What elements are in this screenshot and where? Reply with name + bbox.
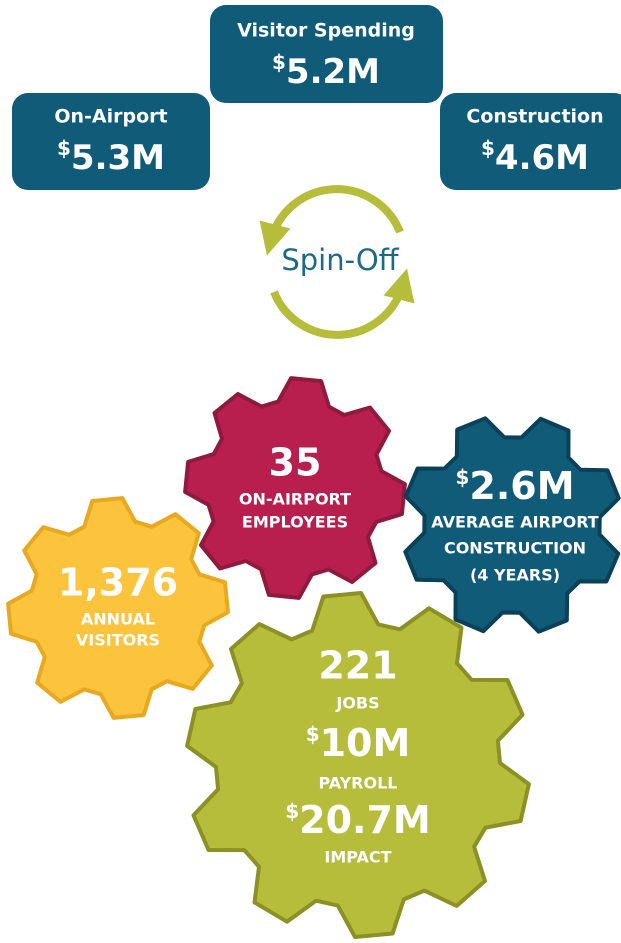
gear <box>183 376 407 600</box>
gear-label: PAYROLL <box>318 774 397 793</box>
gear-label: EMPLOYEES <box>242 513 348 532</box>
gear <box>403 416 621 634</box>
gear-label: IMPACT <box>324 848 391 867</box>
gear-label: JOBS <box>335 694 379 713</box>
box-value: $5.2M <box>272 50 380 92</box>
box <box>210 5 443 103</box>
gear <box>6 496 230 720</box>
cycle-arrow <box>270 268 415 339</box>
box <box>440 93 621 190</box>
cycle-arrow <box>259 185 404 256</box>
gear-value: $10M <box>306 721 411 765</box>
box-value: $4.6M <box>481 136 589 178</box>
box-label: On-Airport <box>54 106 167 128</box>
gear-label: VISITORS <box>76 631 160 650</box>
box <box>12 93 210 190</box>
gears <box>6 376 621 939</box>
gear-value: 35 <box>269 441 322 485</box>
gear-label: CONSTRUCTION <box>444 539 586 558</box>
box-value: $5.3M <box>57 136 165 178</box>
gear-label: (4 YEARS) <box>470 566 560 585</box>
gear-label: ANNUAL <box>81 610 155 629</box>
gear <box>185 591 531 939</box>
box-label: Visitor Spending <box>237 20 415 42</box>
gear-value: 1,376 <box>58 561 178 605</box>
box-label: Construction <box>466 106 603 128</box>
gear-value: $2.6M <box>455 464 574 508</box>
gear-text: 35 ON-AIRPORT EMPLOYEES $2.6M AVERAGE AIRPOR… <box>58 441 599 867</box>
gear-label: ON-AIRPORT <box>239 490 351 509</box>
gear-label: AVERAGE AIRPORT <box>431 513 599 532</box>
gear-value: $20.7M <box>285 798 431 842</box>
gear-value: 221 <box>318 644 397 688</box>
cycle-label: Spin-Off <box>281 243 399 277</box>
